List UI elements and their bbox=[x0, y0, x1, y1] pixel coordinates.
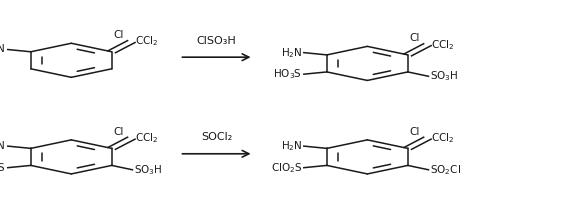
Text: SO$_3$H: SO$_3$H bbox=[430, 69, 459, 83]
Text: SO$_2$Cl: SO$_2$Cl bbox=[430, 163, 461, 177]
Text: ClO$_2$S: ClO$_2$S bbox=[271, 161, 302, 174]
Text: CCl$_2$: CCl$_2$ bbox=[431, 131, 454, 145]
Text: Cl: Cl bbox=[113, 127, 124, 137]
Text: SOCl₂: SOCl₂ bbox=[201, 132, 232, 142]
Text: H$_2$N: H$_2$N bbox=[281, 46, 302, 60]
Text: HO$_3$S: HO$_3$S bbox=[273, 67, 302, 81]
Text: CCl$_2$: CCl$_2$ bbox=[135, 35, 158, 49]
Text: Cl: Cl bbox=[113, 30, 124, 40]
Text: SO$_3$H: SO$_3$H bbox=[134, 163, 163, 177]
Text: H$_2$N: H$_2$N bbox=[281, 139, 302, 153]
Text: Cl: Cl bbox=[410, 33, 420, 43]
Text: ClSO₃H: ClSO₃H bbox=[196, 36, 236, 46]
Text: H$_2$N: H$_2$N bbox=[0, 43, 6, 56]
Text: Cl: Cl bbox=[410, 127, 420, 137]
Text: H$_2$N: H$_2$N bbox=[0, 139, 6, 153]
Text: CCl$_2$: CCl$_2$ bbox=[135, 131, 158, 145]
Text: HO$_3$S: HO$_3$S bbox=[0, 161, 6, 174]
Text: CCl$_2$: CCl$_2$ bbox=[431, 38, 454, 52]
